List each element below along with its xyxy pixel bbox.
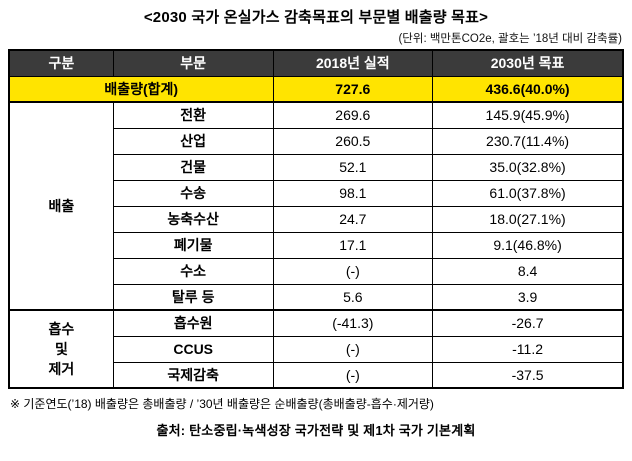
table-row: 탈루 등 5.6 3.9 (9, 283, 624, 311)
cell-2030: 9.1(46.8%) (432, 231, 624, 259)
table-row: 수송 98.1 61.0(37.8%) (9, 179, 624, 207)
total-2030: 436.6(40.0%) (432, 75, 624, 103)
cell-sector: 탈루 등 (112, 283, 274, 311)
cell-sector: 국제감축 (112, 361, 274, 389)
cell-2030: 145.9(45.9%) (432, 101, 624, 129)
cell-2018: 24.7 (272, 205, 434, 233)
cell-2030: 61.0(37.8%) (432, 179, 624, 207)
group-label-removal: 흡수 및 제거 (8, 309, 114, 389)
cell-2018: 52.1 (272, 153, 434, 181)
cell-2018: 98.1 (272, 179, 434, 207)
page-title: <2030 국가 온실가스 감축목표의 부문별 배출량 목표> (143, 9, 489, 26)
cell-sector: 산업 (112, 127, 274, 155)
cell-2030: -37.5 (432, 361, 624, 389)
footnote: ※ 기준연도(’18) 배출량은 총배출량 / ’30년 배출량은 순배출량(총… (10, 397, 434, 411)
group-label-emission: 배출 (8, 101, 114, 311)
page: <2030 국가 온실가스 감축목표의 부문별 배출량 목표> (단위: 백만톤… (8, 9, 624, 438)
cell-2018: 269.6 (272, 101, 434, 129)
cell-2018: 260.5 (272, 127, 434, 155)
col-header-sector: 부문 (112, 49, 274, 77)
cell-2018: (-) (272, 335, 434, 363)
cell-2018: (-) (272, 361, 434, 389)
table-row: 수소 (-) 8.4 (9, 257, 624, 285)
cell-sector: CCUS (112, 335, 274, 363)
emissions-table: 구분 부문 2018년 실적 2030년 목표 배출량(합계) 727.6 43… (8, 49, 624, 389)
col-header-category: 구분 (8, 49, 114, 77)
table-row: 국제감축 (-) -37.5 (9, 361, 624, 389)
table-row: 산업 260.5 230.7(11.4%) (9, 127, 624, 155)
cell-2030: -26.7 (432, 309, 624, 337)
cell-2030: 35.0(32.8%) (432, 153, 624, 181)
cell-2030: 3.9 (432, 283, 624, 311)
cell-sector: 전환 (112, 101, 274, 129)
total-label: 배출량(합계) (8, 75, 274, 103)
cell-sector: 건물 (112, 153, 274, 181)
cell-2030: 8.4 (432, 257, 624, 285)
cell-2030: -11.2 (432, 335, 624, 363)
cell-sector: 흡수원 (112, 309, 274, 337)
table-row: 농축수산 24.7 18.0(27.1%) (9, 205, 624, 233)
col-header-2018: 2018년 실적 (272, 49, 434, 77)
header-row: 구분 부문 2018년 실적 2030년 목표 (8, 49, 624, 77)
table-row: CCUS (-) -11.2 (9, 335, 624, 363)
cell-2018: 5.6 (272, 283, 434, 311)
cell-2018: (-41.3) (272, 309, 434, 337)
table-row: 흡수 및 제거 흡수원 (-41.3) -26.7 (8, 309, 624, 389)
total-row: 배출량(합계) 727.6 436.6(40.0%) (8, 75, 624, 103)
cell-sector: 농축수산 (112, 205, 274, 233)
cell-sector: 수송 (112, 179, 274, 207)
total-2018: 727.6 (272, 75, 434, 103)
table-row: 건물 52.1 35.0(32.8%) (9, 153, 624, 181)
table-row: 폐기물 17.1 9.1(46.8%) (9, 231, 624, 259)
table-row: 배출 전환 269.6 145.9(45.9%) (8, 101, 624, 311)
source-note: 출처: 탄소중립·녹색성장 국가전략 및 제1차 국가 기본계획 (156, 423, 476, 438)
col-header-2030: 2030년 목표 (432, 49, 624, 77)
cell-2030: 230.7(11.4%) (432, 127, 624, 155)
cell-sector: 폐기물 (112, 231, 274, 259)
cell-2018: (-) (272, 257, 434, 285)
cell-2018: 17.1 (272, 231, 434, 259)
cell-sector: 수소 (112, 257, 274, 285)
cell-2030: 18.0(27.1%) (432, 205, 624, 233)
unit-note: (단위: 백만톤CO2e, 괄호는 ’18년 대비 감축률) (398, 33, 622, 45)
